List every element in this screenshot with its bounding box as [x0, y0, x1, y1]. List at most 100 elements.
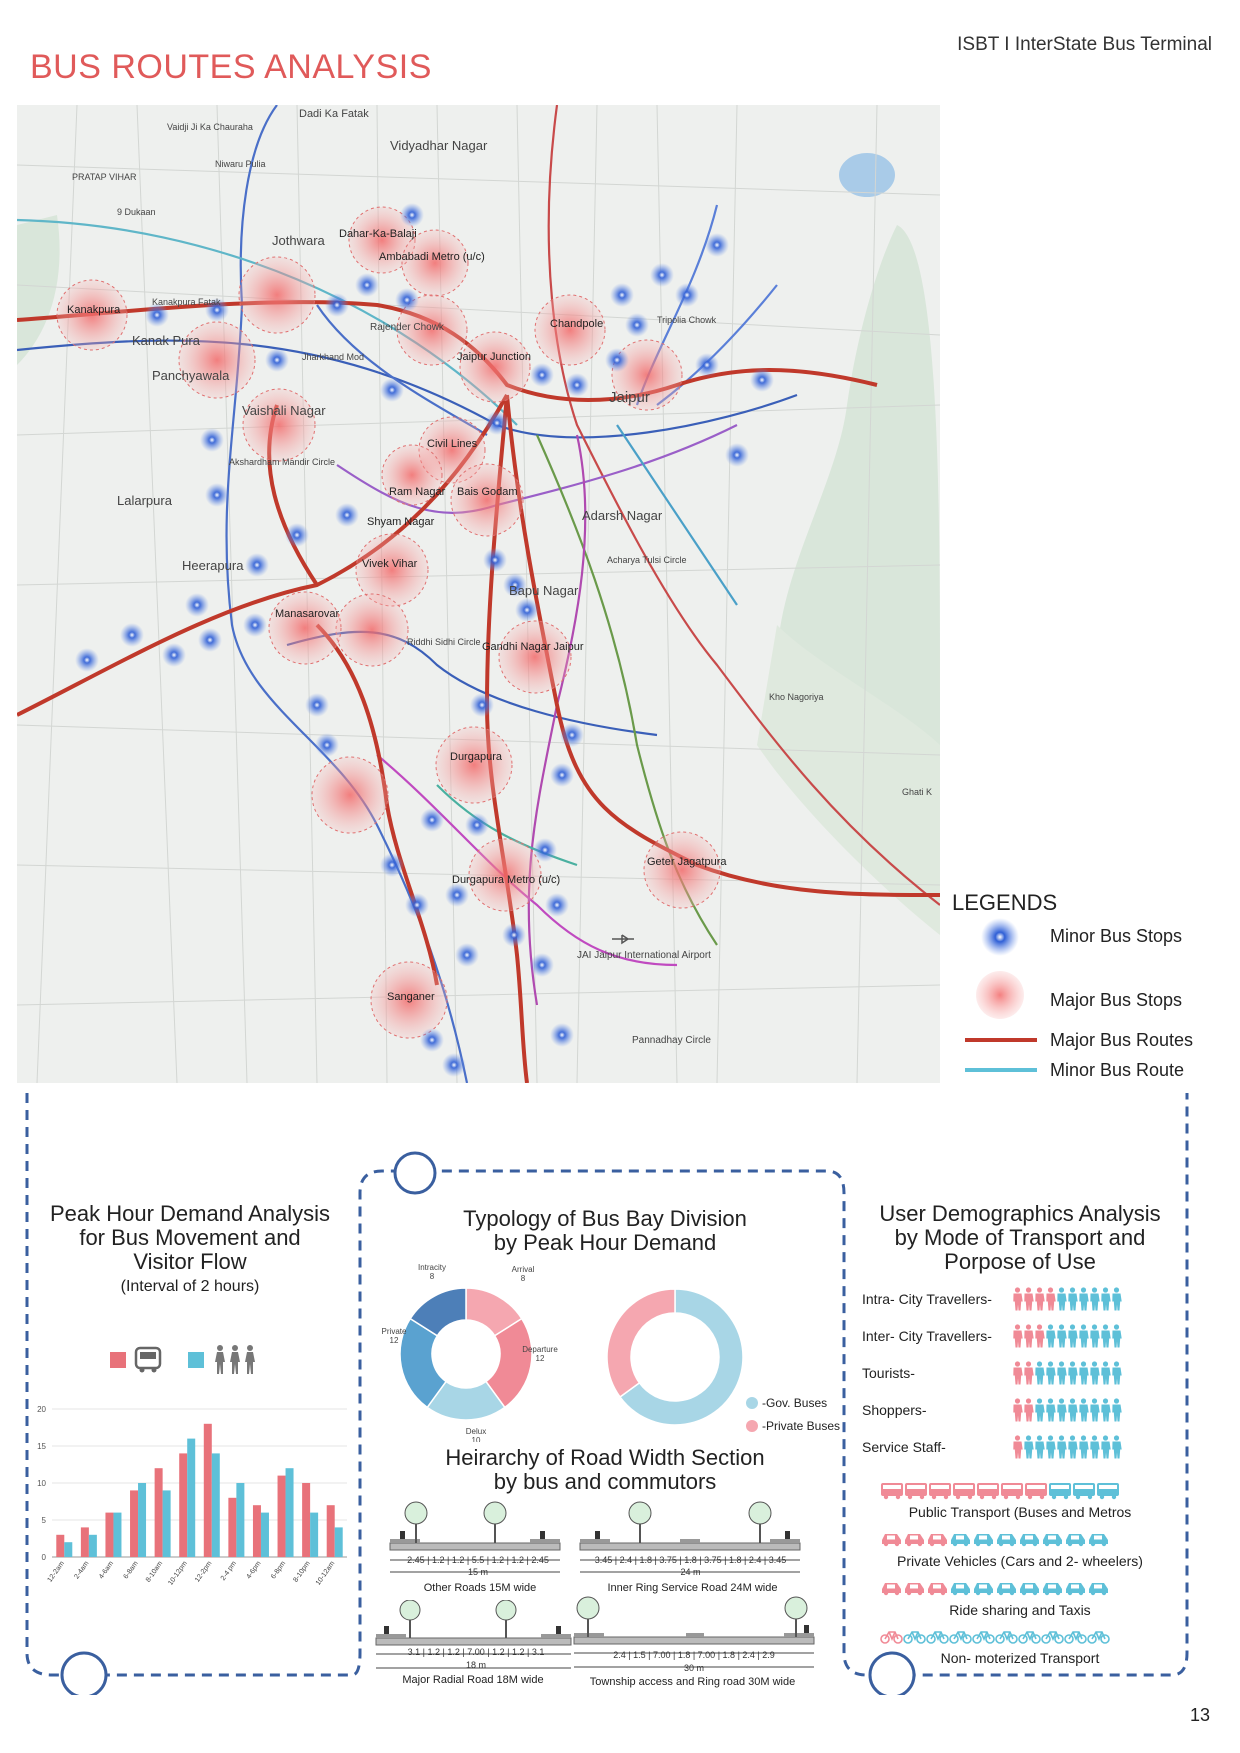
car-icon — [928, 1583, 947, 1596]
gov-buses-swatch — [746, 1397, 758, 1409]
bus-icon — [905, 1483, 927, 1500]
road-18m-label: Major Radial Road 18M wide — [402, 1674, 544, 1686]
y-tick-label: 20 — [37, 1405, 46, 1414]
car-icon — [1043, 1534, 1062, 1547]
map-label: Akshardham Mandir Circle — [229, 457, 335, 467]
transport-mode-label: Public Transport (Buses and Metros — [908, 1504, 1132, 1520]
person-icon — [1046, 1324, 1056, 1348]
car-icon — [974, 1583, 993, 1596]
people-icon-row — [1012, 1398, 1122, 1427]
bar-visitor — [334, 1527, 343, 1557]
slice-value: 10 — [472, 1436, 481, 1442]
road-title-2: by bus and commutors — [493, 1469, 717, 1494]
legend-label-major-routes: Major Bus Routes — [1050, 1030, 1194, 1050]
road-30m-label: Township access and Ring road 30M wide — [589, 1676, 796, 1688]
car-icon — [1043, 1583, 1062, 1596]
map-label: Civil Lines — [427, 438, 478, 450]
demographic-label: Service Staff- — [862, 1439, 946, 1455]
person-icon — [1079, 1287, 1089, 1311]
donut-slice — [409, 1287, 467, 1337]
person-icon — [1101, 1398, 1111, 1422]
bus-icon — [929, 1483, 951, 1500]
demographic-label: Shoppers- — [862, 1402, 927, 1418]
peak-title-1: Peak Hour Demand Analysis — [49, 1201, 331, 1226]
person-icon — [1068, 1361, 1078, 1385]
car-icon — [1089, 1583, 1108, 1596]
person-icon — [1090, 1398, 1100, 1422]
map-label: Jharkhand Mod — [302, 352, 364, 362]
map-label: Pannadhay Circle — [632, 1035, 711, 1046]
demographic-label: Tourists- — [862, 1365, 915, 1381]
bar-visitor — [88, 1534, 97, 1557]
person-icon — [1090, 1324, 1100, 1348]
map-label: Jothwara — [272, 233, 326, 248]
bar-bus — [326, 1505, 335, 1557]
bar-bus — [302, 1483, 311, 1557]
car-icon — [974, 1534, 993, 1547]
bicycle-icon — [903, 1631, 926, 1644]
slice-label: Private — [382, 1327, 407, 1336]
car-icon — [928, 1534, 947, 1547]
road-section-15m — [389, 1501, 561, 1573]
slice-label: Delux — [466, 1427, 486, 1436]
person-icon — [1013, 1287, 1023, 1311]
person-icon — [1057, 1398, 1067, 1422]
bar-visitor — [187, 1438, 196, 1557]
bus-icon — [1025, 1483, 1047, 1500]
bar-bus — [203, 1423, 212, 1557]
person-icon — [1013, 1435, 1023, 1459]
transport-mode-label: Ride sharing and Taxis — [949, 1602, 1091, 1618]
map-label: Gandhi Nagar Jaipur — [482, 641, 584, 653]
person-icon — [1035, 1287, 1045, 1311]
person-icon — [1035, 1398, 1045, 1422]
map-label: 9 Dukaan — [117, 207, 156, 217]
map-label: Ghati K — [902, 787, 932, 797]
car-icon — [997, 1534, 1016, 1547]
map-label: Kho Nagoriya — [769, 692, 824, 702]
bar-visitor — [162, 1490, 171, 1557]
donut-slice — [618, 1288, 744, 1426]
road-24m-dims: 3.45 | 2.4 | 1.8 | 3.75 | 1.8 | 3.75 | 1… — [594, 1555, 787, 1565]
people-icon-row — [1012, 1361, 1122, 1390]
donut-slice — [606, 1288, 676, 1399]
road-section-24m — [579, 1501, 801, 1573]
map-label: PRATAP VIHAR — [72, 172, 137, 182]
map-label: Rajender Chowk — [370, 322, 445, 333]
legend-label-minor-route: Minor Bus Route — [1050, 1060, 1185, 1080]
y-tick-label: 15 — [37, 1442, 46, 1451]
car-icon — [951, 1583, 970, 1596]
bus-icon — [881, 1483, 903, 1500]
vehicle-icon-row — [880, 1482, 1120, 1505]
road-section-18m — [375, 1600, 572, 1669]
car-icon — [1066, 1583, 1085, 1596]
page-number: 13 — [1189, 1705, 1210, 1725]
map-label: Acharya Tulsi Circle — [607, 555, 687, 565]
person-icon — [1013, 1398, 1023, 1422]
bar-visitor — [138, 1483, 147, 1557]
minor-route-icon — [965, 1068, 1037, 1072]
road-18m-dims: 3.1 | 1.2 | 1.2 | 7.00 | 1.2 | 1.2 | 3.1 — [407, 1647, 545, 1657]
person-icon — [1112, 1287, 1122, 1311]
people-icon-row — [1012, 1435, 1122, 1464]
bus-icon — [134, 1346, 162, 1373]
bicycle-icon — [1087, 1631, 1110, 1644]
bar-visitor — [113, 1512, 122, 1557]
road-30m-dims: 2.4 | 1.5 | 7.00 | 1.8 | 7.00 | 1.8 | 2.… — [613, 1650, 775, 1660]
major-route-icon — [965, 1038, 1037, 1042]
car-icon — [905, 1583, 924, 1596]
person-icon — [1046, 1287, 1056, 1311]
vehicle-icon-row — [880, 1580, 1110, 1601]
private-buses-label: -Private Buses — [762, 1419, 841, 1433]
people-icon-row — [1012, 1324, 1122, 1353]
slice-label: Intracity — [418, 1263, 446, 1272]
people-icon-row — [1012, 1287, 1122, 1316]
map-label: Adarsh Nagar — [582, 508, 663, 523]
x-tick-label: 12-2pm — [194, 1560, 213, 1584]
peak-title-2: for Bus Movement and — [79, 1225, 301, 1250]
person-icon — [1079, 1324, 1089, 1348]
slice-value: 8 — [521, 1274, 526, 1283]
typology-title-1: Typology of Bus Bay Division — [463, 1206, 747, 1231]
person-icon — [1024, 1398, 1034, 1422]
person-icon — [1068, 1435, 1078, 1459]
person-icon — [1079, 1398, 1089, 1422]
